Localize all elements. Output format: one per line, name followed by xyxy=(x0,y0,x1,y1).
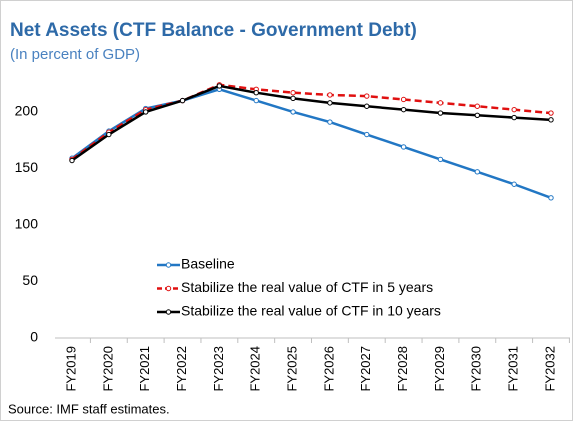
legend-label: Baseline xyxy=(181,256,235,272)
point xyxy=(253,97,259,104)
point xyxy=(290,89,296,96)
point xyxy=(511,114,517,121)
point xyxy=(364,131,370,138)
point xyxy=(511,106,517,113)
chart-title: Net Assets (CTF Balance - Government Deb… xyxy=(10,20,417,41)
x-tick-label: FY2026 xyxy=(321,346,336,392)
y-tick-label: 50 xyxy=(22,272,38,288)
legend-marker xyxy=(165,309,172,315)
point xyxy=(327,92,333,98)
x-tick-label: FY2032 xyxy=(542,346,557,392)
x-tick-label: FY2031 xyxy=(506,346,521,392)
point xyxy=(437,110,444,116)
point xyxy=(364,103,370,109)
point xyxy=(69,157,75,164)
point xyxy=(364,93,370,99)
x-tick-label: FY2020 xyxy=(100,346,115,392)
x-tick-label: FY2019 xyxy=(63,346,78,392)
legend-label: Stabilize the real value of CTF in 5 yea… xyxy=(181,279,433,295)
point xyxy=(253,89,259,96)
point xyxy=(548,195,554,201)
series-line xyxy=(71,83,552,161)
point xyxy=(474,103,481,109)
point xyxy=(511,181,517,187)
point xyxy=(179,97,186,104)
x-tick-label: FY2022 xyxy=(174,346,189,392)
y-tick-label: 200 xyxy=(15,103,39,119)
point xyxy=(400,144,407,150)
point xyxy=(290,95,296,102)
point xyxy=(437,156,444,163)
series-line xyxy=(71,84,552,162)
point xyxy=(327,100,333,106)
x-tick-label: FY2023 xyxy=(211,346,226,392)
point xyxy=(474,112,481,119)
source-note: Source: IMF staff estimates. xyxy=(8,401,170,416)
chart-subtitle: (In percent of GDP) xyxy=(10,46,140,63)
point xyxy=(474,169,481,175)
y-tick-label: 0 xyxy=(30,329,38,345)
x-tick-label: FY2027 xyxy=(358,346,373,392)
x-tick-label: FY2028 xyxy=(395,346,410,392)
y-tick-label: 150 xyxy=(15,159,39,175)
point xyxy=(327,119,333,125)
legend-marker xyxy=(165,285,172,292)
point xyxy=(216,83,223,89)
point xyxy=(400,106,407,113)
point xyxy=(548,110,554,116)
point xyxy=(142,109,149,115)
x-tick-label: FY2029 xyxy=(432,346,447,392)
point xyxy=(290,109,296,115)
x-tick-label: FY2021 xyxy=(137,346,152,392)
point xyxy=(106,131,112,138)
x-tick-label: FY2024 xyxy=(248,346,263,392)
point xyxy=(400,96,407,103)
y-tick-label: 100 xyxy=(15,216,39,232)
legend-label: Stabilize the real value of CTF in 10 ye… xyxy=(181,303,441,319)
point xyxy=(548,117,554,123)
x-tick-label: FY2030 xyxy=(469,346,484,392)
legend-marker xyxy=(165,262,172,268)
x-tick-label: FY2025 xyxy=(285,346,300,392)
point xyxy=(437,100,444,106)
series-line xyxy=(71,87,552,199)
